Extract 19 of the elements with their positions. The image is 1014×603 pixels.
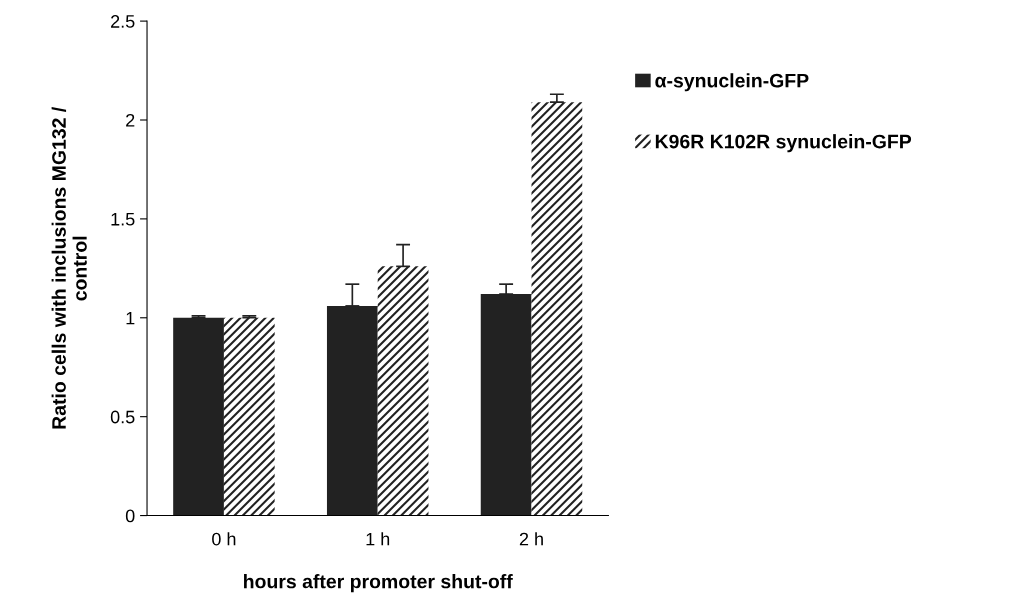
bar — [377, 266, 429, 516]
bar — [531, 102, 583, 516]
y-tick-label: 1 — [126, 311, 135, 325]
bar — [173, 317, 224, 516]
y-tick-label: 2.5 — [111, 15, 135, 28]
y-tick-label: 0 — [125, 509, 135, 523]
y-tick-label: 0.5 — [110, 410, 135, 424]
x-tick-label: 2 h — [519, 532, 543, 546]
x-axis-title: hours after promoter shut-off — [244, 574, 513, 593]
bar — [326, 305, 378, 516]
bar — [480, 294, 532, 516]
y-tick-label: 1.5 — [111, 213, 135, 226]
x-tick-label: 1 h — [366, 532, 390, 546]
y-tick-label: 2 — [126, 113, 135, 127]
y-axis-title: Ratio cells with inclusions MG132 / control — [51, 106, 87, 429]
x-tick-label: 0 h — [212, 532, 236, 546]
legend-label: K96R K102R synuclein-GFP — [655, 134, 912, 153]
legend-label: α-synuclein-GFP — [655, 73, 809, 92]
bar — [223, 317, 275, 516]
